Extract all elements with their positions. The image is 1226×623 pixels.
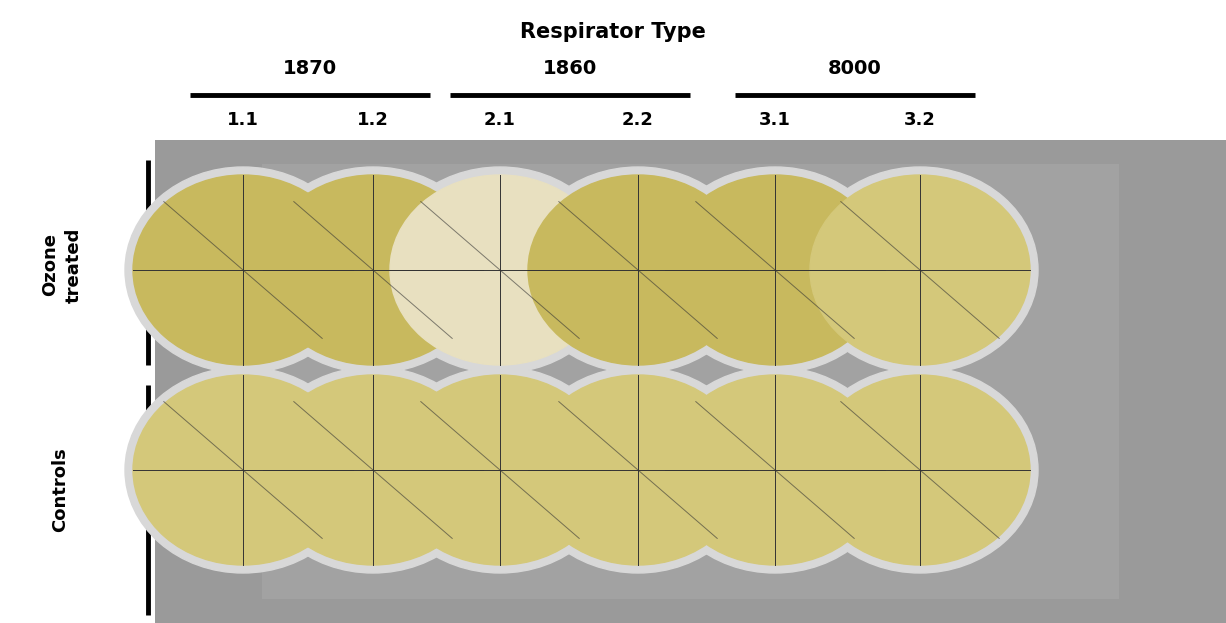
Ellipse shape — [802, 367, 1038, 573]
Ellipse shape — [255, 367, 490, 573]
Text: Respirator Type: Respirator Type — [520, 22, 706, 42]
Ellipse shape — [132, 375, 353, 565]
Ellipse shape — [383, 167, 618, 373]
Text: 1.1: 1.1 — [227, 111, 259, 129]
Text: 1870: 1870 — [283, 59, 337, 77]
Ellipse shape — [528, 175, 748, 365]
Text: 1860: 1860 — [543, 59, 597, 77]
Ellipse shape — [528, 375, 748, 565]
Ellipse shape — [664, 375, 885, 565]
Text: Controls: Controls — [51, 447, 69, 533]
Text: 3.2: 3.2 — [904, 111, 935, 129]
Ellipse shape — [802, 167, 1038, 373]
Text: 2.2: 2.2 — [622, 111, 653, 129]
Ellipse shape — [383, 367, 618, 573]
Text: 2.1: 2.1 — [484, 111, 516, 129]
Ellipse shape — [132, 175, 353, 365]
Ellipse shape — [664, 175, 885, 365]
Text: 1.2: 1.2 — [357, 111, 389, 129]
Bar — [262, 164, 1119, 599]
Ellipse shape — [810, 375, 1030, 565]
Ellipse shape — [264, 175, 483, 365]
Text: Ozone
treated: Ozone treated — [42, 227, 83, 303]
Text: 8000: 8000 — [828, 59, 881, 77]
Ellipse shape — [390, 175, 611, 365]
Ellipse shape — [125, 367, 360, 573]
Ellipse shape — [125, 167, 360, 373]
Text: 3.1: 3.1 — [759, 111, 791, 129]
Ellipse shape — [520, 367, 756, 573]
Ellipse shape — [810, 175, 1030, 365]
Bar — [154, 140, 1226, 623]
Ellipse shape — [520, 167, 756, 373]
Ellipse shape — [264, 375, 483, 565]
Ellipse shape — [657, 167, 893, 373]
Ellipse shape — [657, 367, 893, 573]
Ellipse shape — [390, 375, 611, 565]
Ellipse shape — [255, 167, 490, 373]
